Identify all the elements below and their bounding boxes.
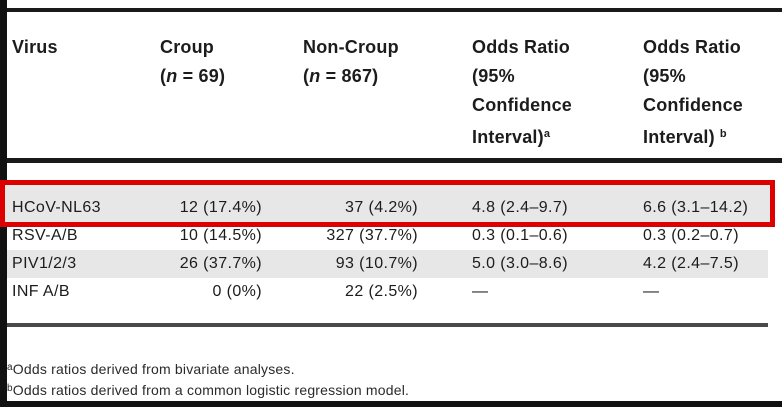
footnote-b-marker: b <box>7 383 13 394</box>
footnote-marker-a: a <box>543 128 551 140</box>
cell-odds-ratio-b: 4.2 (2.4–7.5) <box>643 255 739 272</box>
header-croup-n: (n = 69) <box>160 66 226 86</box>
page-edge-bottom <box>0 401 782 407</box>
cell-odds-ratio-b: — <box>643 283 660 300</box>
cell-non-croup: 22 (2.5%) <box>345 283 418 300</box>
cell-croup: 0 (0%) <box>212 283 262 300</box>
column-header-odds-ratio-a: Odds Ratio (95% Confidence Interval)a <box>472 33 643 152</box>
table-row-inf-ab: INF A/B 0 (0%) 22 (2.5%) — — <box>7 278 768 306</box>
header-or-b-interval: Interval) b <box>643 127 727 147</box>
cell-virus: HCoV-NL63 <box>12 199 101 216</box>
cell-non-croup: 37 (4.2%) <box>345 199 418 216</box>
cell-croup: 26 (37.7%) <box>179 255 262 272</box>
cell-non-croup: 93 (10.7%) <box>335 255 418 272</box>
highlight-box-hcov-nl63 <box>0 180 775 227</box>
cell-virus: PIV1/2/3 <box>12 255 77 272</box>
cell-odds-ratio-b: 6.6 (3.1–14.2) <box>643 199 749 216</box>
cell-croup: 10 (14.5%) <box>179 227 262 244</box>
column-header-non-croup: Non-Croup (n = 867) <box>265 33 472 152</box>
header-croup-title: Croup <box>160 37 214 57</box>
cell-non-croup: 327 (37.7%) <box>326 227 418 244</box>
table-header-row: Virus Croup (n = 69) Non-Croup (n = 867)… <box>7 33 768 152</box>
header-virus-title: Virus <box>12 37 58 57</box>
cell-virus: RSV-A/B <box>12 227 78 244</box>
table-footer-rule <box>7 323 768 327</box>
table-row-rsv-ab: RSV-A/B 10 (14.5%) 327 (37.7%) 0.3 (0.1–… <box>7 222 768 250</box>
table-body: HCoV-NL63 12 (17.4%) 37 (4.2%) 4.8 (2.4–… <box>7 194 768 306</box>
cell-odds-ratio-a: 4.8 (2.4–9.7) <box>472 199 568 216</box>
cell-virus: INF A/B <box>12 283 70 300</box>
footnote-marker-b: b <box>719 128 727 140</box>
column-header-virus: Virus <box>7 33 160 152</box>
footnote-b-text: Odds ratios derived from a common logist… <box>12 382 410 398</box>
table-row-hcov-nl63: HCoV-NL63 12 (17.4%) 37 (4.2%) 4.8 (2.4–… <box>7 194 768 222</box>
cell-odds-ratio-b: 0.3 (0.2–0.7) <box>643 227 739 244</box>
cell-odds-ratio-a: 5.0 (3.0–8.6) <box>472 255 568 272</box>
footnote-b: bOdds ratios derived from a common logis… <box>7 379 409 400</box>
table-footnotes: aOdds ratios derived from bivariate anal… <box>7 358 409 400</box>
footnote-a: aOdds ratios derived from bivariate anal… <box>7 358 409 379</box>
cell-croup: 12 (17.4%) <box>179 199 262 216</box>
cell-odds-ratio-a: 0.3 (0.1–0.6) <box>472 227 568 244</box>
table-row-piv123: PIV1/2/3 26 (37.7%) 93 (10.7%) 5.0 (3.0–… <box>7 250 768 278</box>
cell-odds-ratio-a: — <box>472 283 489 300</box>
footnote-a-text: Odds ratios derived from bivariate analy… <box>12 361 295 377</box>
header-non-croup-title: Non-Croup <box>303 37 399 57</box>
table-header-rule <box>7 158 782 163</box>
column-header-odds-ratio-b: Odds Ratio (95% Confidence Interval) b <box>643 33 768 152</box>
table-top-rule <box>7 8 782 12</box>
header-non-croup-n: (n = 867) <box>303 66 379 86</box>
column-header-croup: Croup (n = 69) <box>160 33 265 152</box>
header-or-a-interval: Interval)a <box>472 127 551 147</box>
footnote-a-marker: a <box>7 362 13 373</box>
